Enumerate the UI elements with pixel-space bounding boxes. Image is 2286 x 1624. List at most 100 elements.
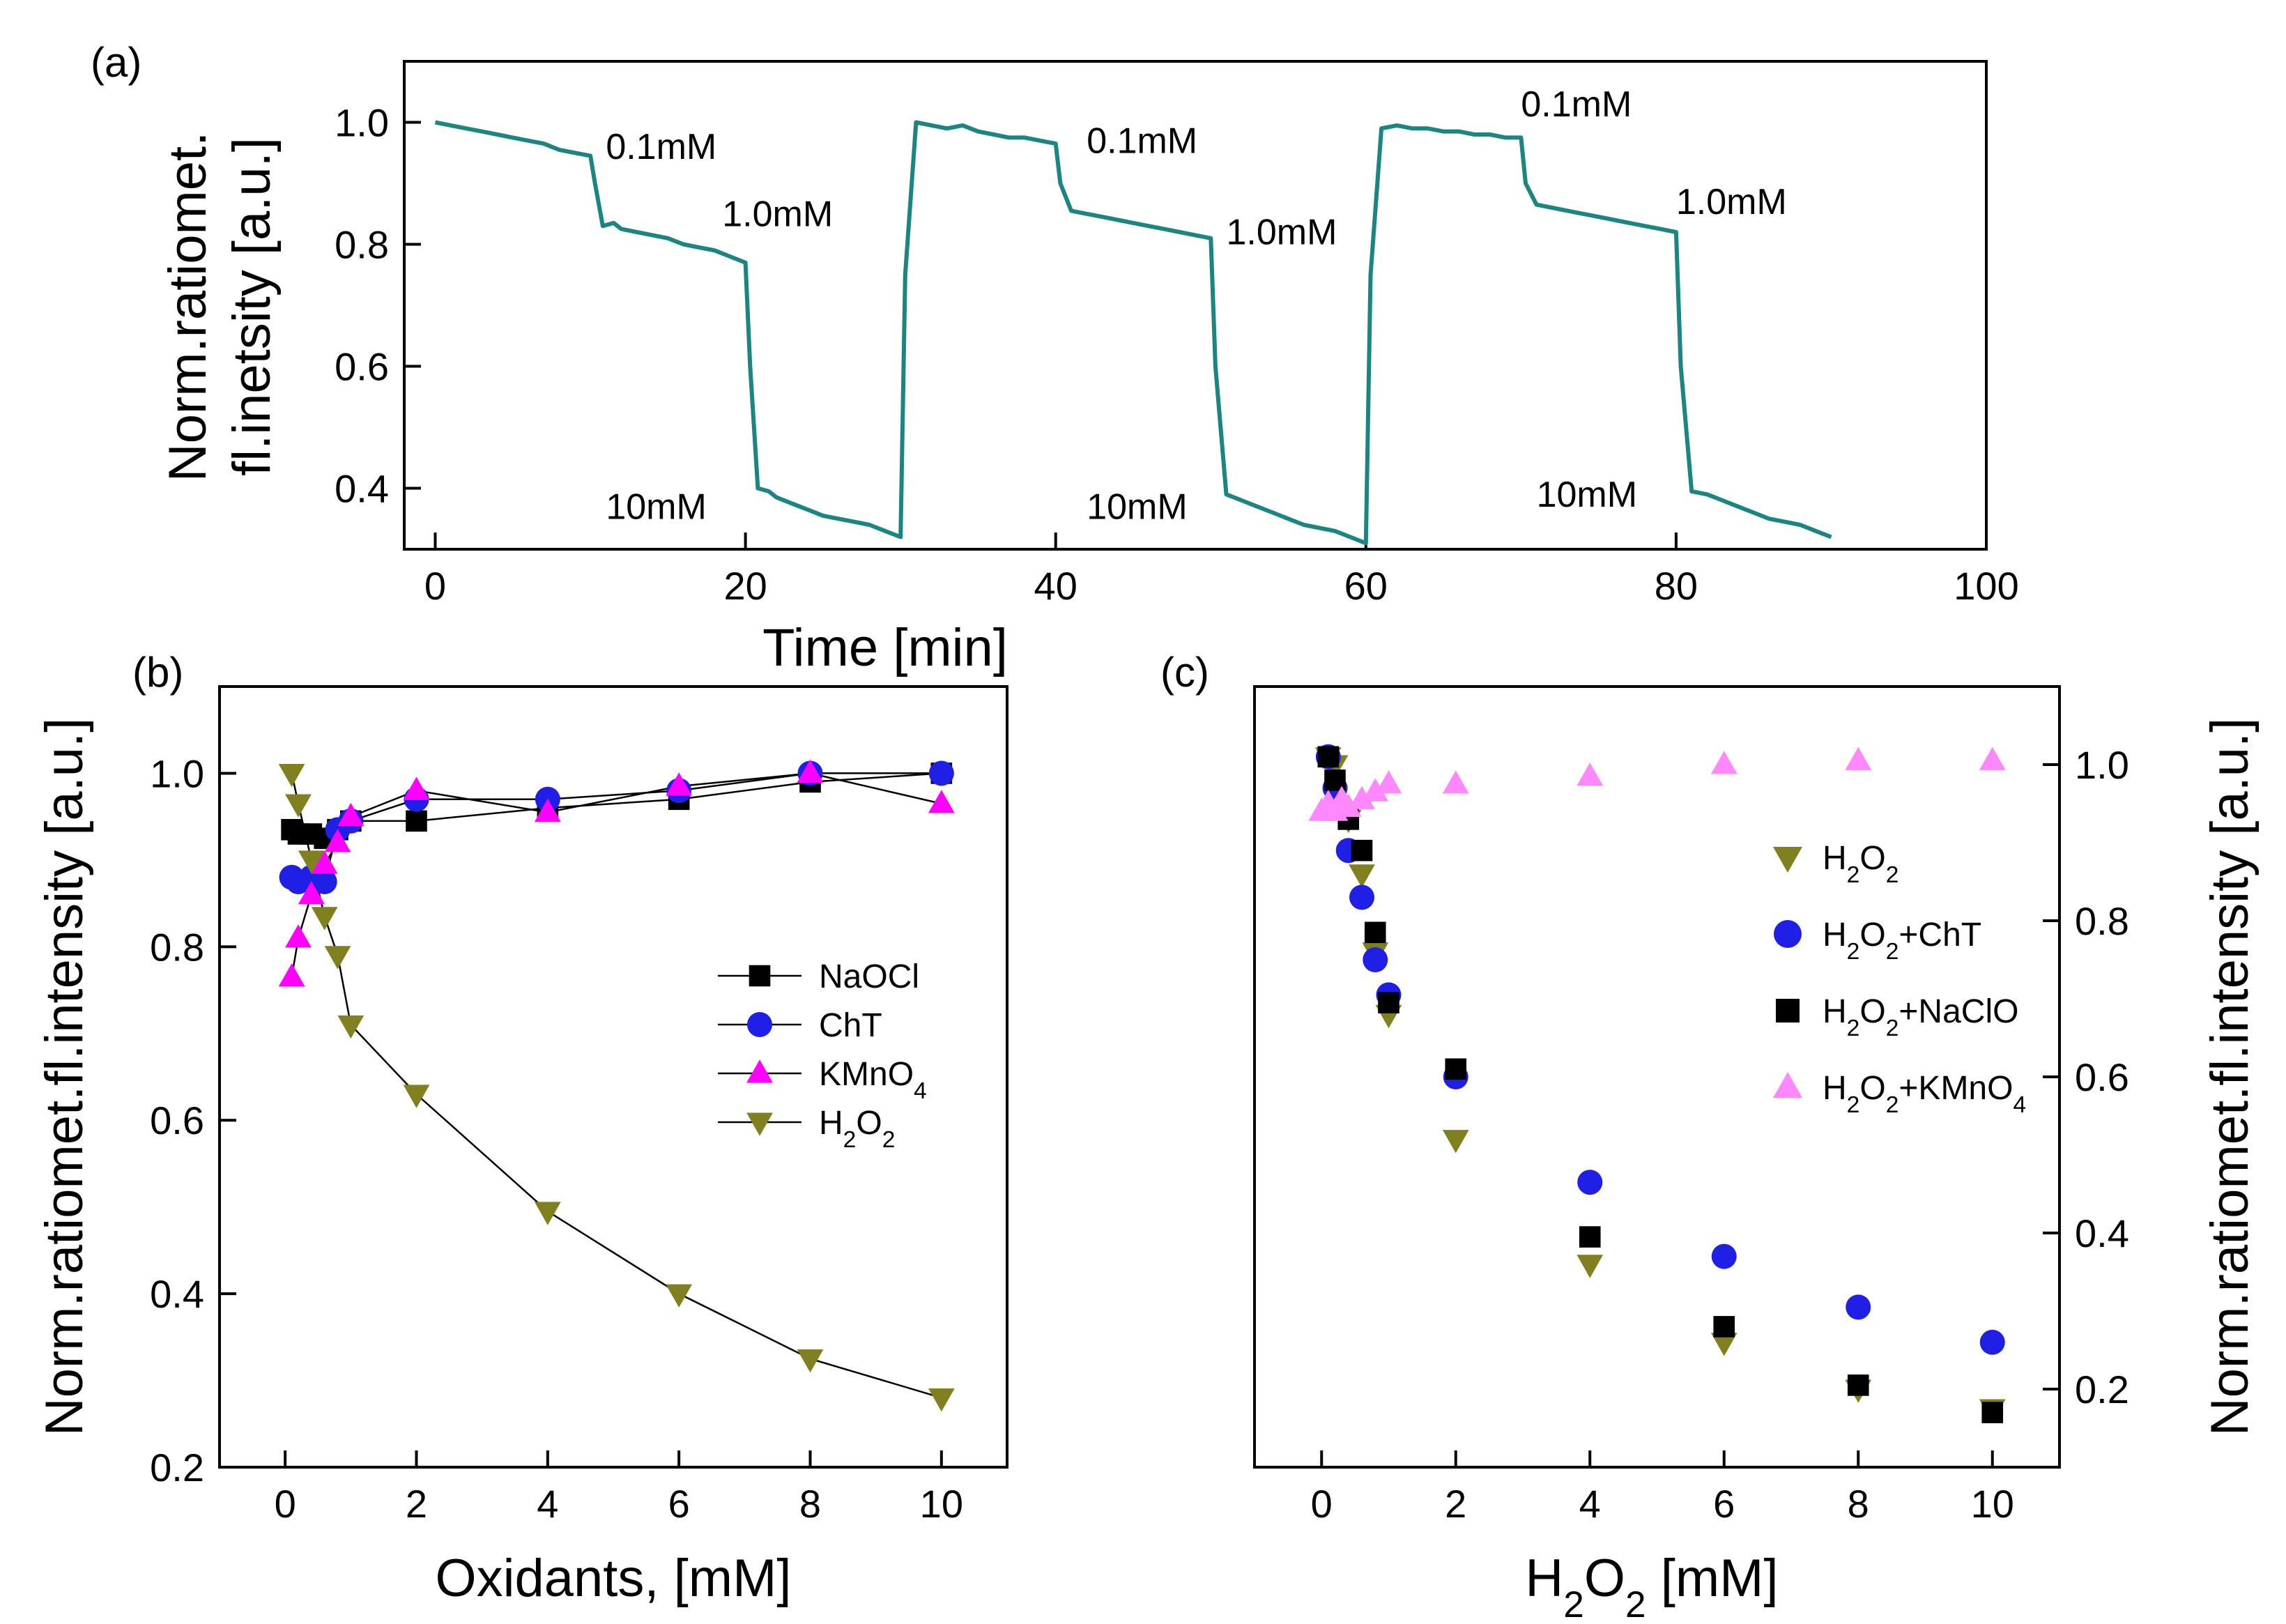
panel-b-ytick-label: 0.8 [150,925,204,969]
panel-c-point [1375,770,1402,794]
panel-a-annotation: 10mM [1537,475,1637,515]
panel-c-point [1349,864,1375,888]
panel-b-legend-label-part: 4 [914,1078,927,1104]
panel-b-legend-label-part: H [819,1105,843,1142]
panel-a-ylabel-line2: fl.inetsity [a.u.] [222,137,282,476]
panel-b-point [928,1388,955,1412]
panel-b-point [311,907,338,930]
panel-c-point [1349,884,1374,910]
panel-a-xtick-label: 40 [1034,564,1077,608]
panel-c-legend-label-part: H [1823,993,1847,1030]
panel-c-legend-label-part: H [1823,917,1847,953]
panel-c-legend-label-part: O [1859,1070,1885,1107]
panel-b-point [285,924,312,948]
panel-c-point [1713,1316,1735,1338]
panel-b-series-line [291,772,942,840]
panel-a-ytick-label: 0.6 [335,345,389,389]
panel-b-point [311,850,338,874]
panel-b-point [403,776,430,800]
panel-c-legend-label-part: 2 [1847,1092,1860,1118]
panel-a-annotations: 0.1mM1.0mM10mM0.1mM1.0mM10mM0.1mM1.0mM10… [606,84,1787,528]
panel-a-ytick-label: 0.4 [335,467,389,511]
panel-a-annotation: 1.0mM [722,194,833,234]
panel-b-point [285,794,312,818]
panel-c-point [1577,1170,1603,1195]
panel-c-legend-label-part: 2 [1847,939,1860,965]
panel-b-xlabel: Oxidants, [mM] [436,1549,792,1608]
panel-a-annotation: 0.1mM [1087,121,1197,161]
panel-b-point [534,798,561,822]
panel-c-point [1442,770,1469,794]
panel-b-xtick-label: 10 [920,1482,963,1526]
panel-a-annotation: 10mM [606,487,706,527]
panel-b-point [534,1202,561,1225]
panel-c-xlabel-part: 2 [1563,1584,1584,1624]
panel-c-legend-marker [1776,999,1800,1022]
panel-c-label: (c) [1160,649,1209,696]
panel-c-point [1317,746,1340,768]
panel-c-xtick-label: 4 [1579,1482,1601,1526]
panel-b-frame [218,685,1008,1469]
panel-c-legend-marker [1774,920,1802,948]
panel-c-ylabel: Norm.ratiomet.fl.intensity [a.u.] [2200,718,2260,1437]
panel-c-ytick-label: 0.6 [2075,1055,2129,1099]
panel-c-point [1711,1243,1737,1269]
panel-b-legend-label-part: KMnO [819,1056,914,1093]
panel-c-xlabel-part: O [1584,1549,1625,1608]
panel-a-ytick-label: 1.0 [335,101,389,145]
panel-a-ylabel-line1: Norm.ratiomet. [158,132,217,482]
panel-b-point [324,946,351,970]
panel-b-legend-label-part: 2 [843,1127,857,1153]
panel-c-point [1710,751,1737,774]
panel-c-xlabel-part: 2 [1625,1584,1646,1624]
panel-c-point [1445,1058,1467,1080]
panel-c-point [1981,1402,2004,1423]
panel-c-legend-label-part: 2 [1847,1016,1860,1041]
panel-b-point [666,772,693,796]
panel-b-legend-label-part: O [856,1105,882,1142]
panel-c-point [1845,746,1872,770]
panel-c-xlabel-part: H [1525,1549,1563,1608]
panel-c-point [1364,921,1386,944]
panel-c-plot [1308,744,2006,1423]
panel-a-annotation: 1.0mM [1227,213,1337,253]
panel-b-legend-marker [749,965,771,987]
panel-a-ytick-label: 0.8 [335,223,389,267]
panel-b-ticks: 0 2 4 6 8 100.20.40.60.81.0 [150,751,963,1526]
panel-c-legend-label-part: 2 [1847,862,1860,888]
panel-b-ytick-label: 0.2 [150,1446,204,1489]
panel-c-legend-marker [1773,847,1802,873]
panel-a-annotation: 1.0mM [1676,182,1787,222]
panel-c-xlabel: H2O2 [mM] [1525,1549,1778,1624]
panel-c-legend-label-part: +ChT [1898,917,1981,953]
panel-b-legend-label-part: NaOCl [819,958,919,995]
panel-b-legend-label-part: ChT [819,1007,882,1044]
panel-c-legend-label-part: 2 [1886,1016,1899,1041]
panel-b-point [928,790,955,813]
panel-c-point [1979,1329,2005,1355]
panel-c-legend-label: H2O2 [1823,840,1898,888]
panel-c-legend-label-part: O [1859,840,1885,877]
panel-b-legend-label: KMnO4 [819,1056,927,1104]
panel-a-frame [403,60,1988,551]
panel-c-ytick-label: 0.2 [2075,1368,2129,1411]
panel-a-xtick-label: 60 [1344,564,1388,608]
panel-b-point [278,963,305,987]
panel-a-xlabel: Time [min] [762,618,1008,677]
panel-b-point [298,880,325,905]
panel-c-point [1351,839,1373,861]
panel-b-legend-marker [746,1059,773,1083]
panel-c-legend-marker [1773,1072,1802,1098]
panel-a-ticks: 0 20 40 60 80 100 0.4 0.6 0.8 1.0 [335,101,2019,608]
panel-c-point [1577,1255,1604,1278]
panel-c-legend-label-part: H [1823,840,1847,877]
panel-b-series-line [291,772,942,883]
panel-b-point [337,1015,365,1039]
panel-c-legend-label-part: O [1859,993,1885,1030]
panel-c-xtick-label: 8 [1848,1482,1869,1526]
panel-c-point [1378,992,1399,1013]
panel-c-point [1579,1226,1601,1248]
